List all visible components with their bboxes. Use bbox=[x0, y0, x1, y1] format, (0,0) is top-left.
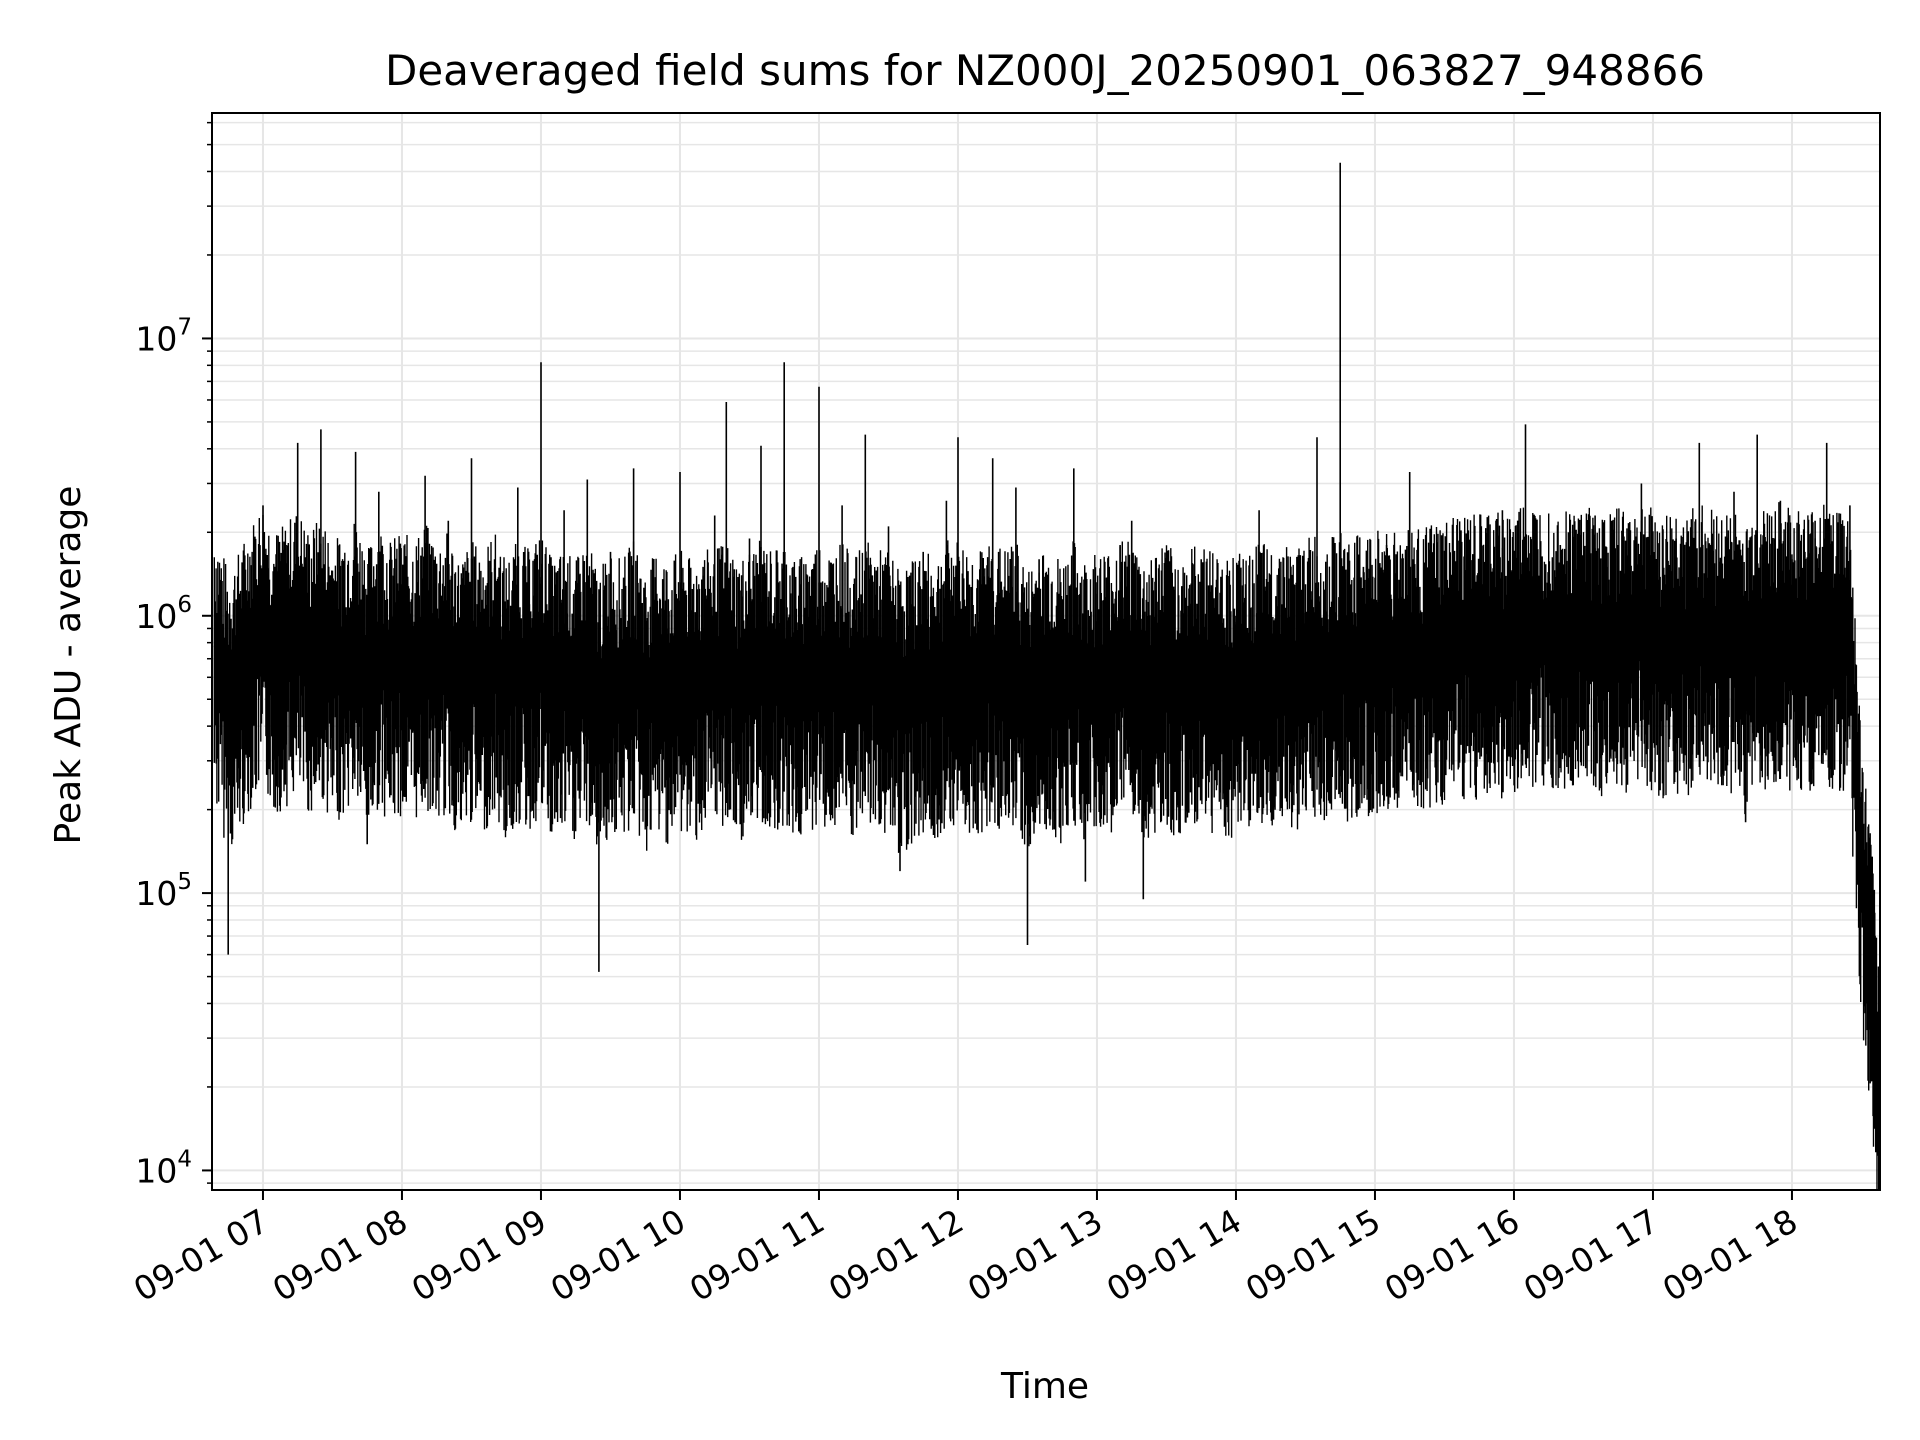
x-axis-label: Time bbox=[1000, 1366, 1089, 1407]
series-lines bbox=[213, 162, 1880, 1190]
series-layer bbox=[213, 162, 1880, 1190]
y-tick-label: 104 bbox=[135, 1146, 192, 1190]
y-tick-label: 107 bbox=[135, 314, 192, 358]
chart-title: Deaveraged field sums for NZ000J_2025090… bbox=[385, 46, 1705, 95]
y-tick-label: 106 bbox=[135, 592, 192, 636]
y-tick-label: 105 bbox=[135, 869, 192, 913]
y-axis: 104 105 106 107 bbox=[135, 121, 212, 1190]
major-gridlines bbox=[212, 113, 1880, 1190]
plot-frame bbox=[211, 112, 1881, 1191]
series-density bbox=[213, 502, 1880, 1190]
y-axis-label: Peak ADU - average bbox=[48, 486, 89, 845]
